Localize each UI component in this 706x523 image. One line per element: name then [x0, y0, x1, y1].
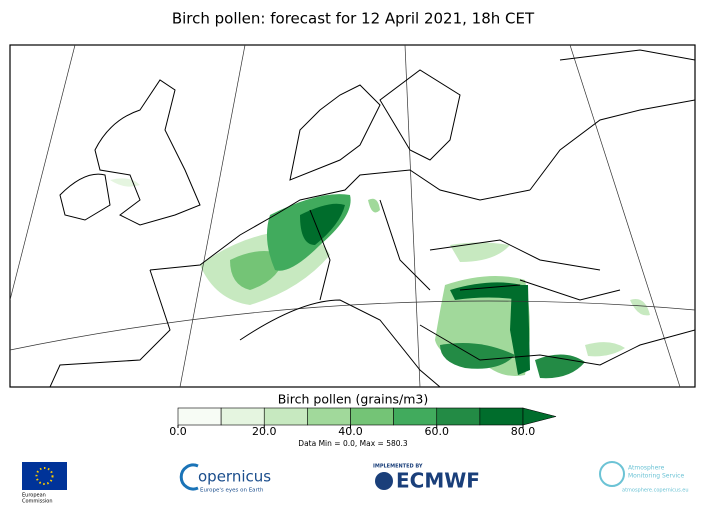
- colorbar-bin: [393, 407, 438, 426]
- colorbar-tick-label: 20.0: [252, 425, 277, 438]
- ec-text: European: [22, 493, 46, 499]
- colorbar-bin: [220, 407, 265, 426]
- ec-logo: European Commission: [22, 462, 67, 505]
- colorbar-extend: [522, 407, 557, 426]
- copernicus-logo: opernicus Europe's eyes on Earth: [179, 463, 271, 494]
- ecmwf-name: ECMWF: [396, 469, 480, 493]
- cams-logo: Atmosphere Monitoring Service atmosphere…: [599, 461, 689, 494]
- cams-url: atmosphere.copernicus.eu: [622, 488, 689, 494]
- colorbar-tick-label: 40.0: [338, 425, 363, 438]
- title: Birch pollen: forecast for 12 April 2021…: [172, 10, 535, 28]
- cams-mark: [599, 461, 625, 487]
- colorbar-tick-label: 0.0: [169, 425, 187, 438]
- copernicus-name: opernicus: [198, 468, 271, 486]
- ec-flag: [22, 462, 67, 490]
- ec-text: Commission: [22, 499, 53, 505]
- colorbar-bin: [177, 407, 222, 426]
- copernicus-c: [179, 463, 199, 491]
- coastlines: [49, 49, 695, 387]
- data-stats: Data Min = 0.0, Max = 580.3: [298, 439, 408, 448]
- colorbar-bin: [350, 407, 394, 426]
- copernicus-tagline: Europe's eyes on Earth: [200, 488, 264, 494]
- ecmwf-prefix: IMPLEMENTED BY: [373, 464, 423, 470]
- colorbar-bin: [436, 407, 481, 426]
- graticule: [10, 45, 695, 387]
- ecmwf-logo: IMPLEMENTED BY ECMWF: [373, 464, 480, 493]
- colorbar-bin: [263, 407, 308, 426]
- colorbar-bin: [479, 407, 524, 426]
- ecmwf-mark: [375, 472, 393, 490]
- colorbar-tick-label: 80.0: [511, 425, 536, 438]
- colorbar-bin: [307, 407, 351, 426]
- map: [9, 44, 696, 388]
- cams-name: Monitoring Service: [628, 473, 684, 480]
- cams-name: Atmosphere: [628, 465, 665, 472]
- colorbar-tick-label: 60.0: [425, 425, 450, 438]
- map-frame: [9, 44, 696, 388]
- colorbar-label: Birch pollen (grains/m3): [278, 392, 429, 407]
- ec-stars: [35, 467, 54, 485]
- colorbar: 0.0 20.0 40.0 60.0 80.0: [169, 407, 557, 438]
